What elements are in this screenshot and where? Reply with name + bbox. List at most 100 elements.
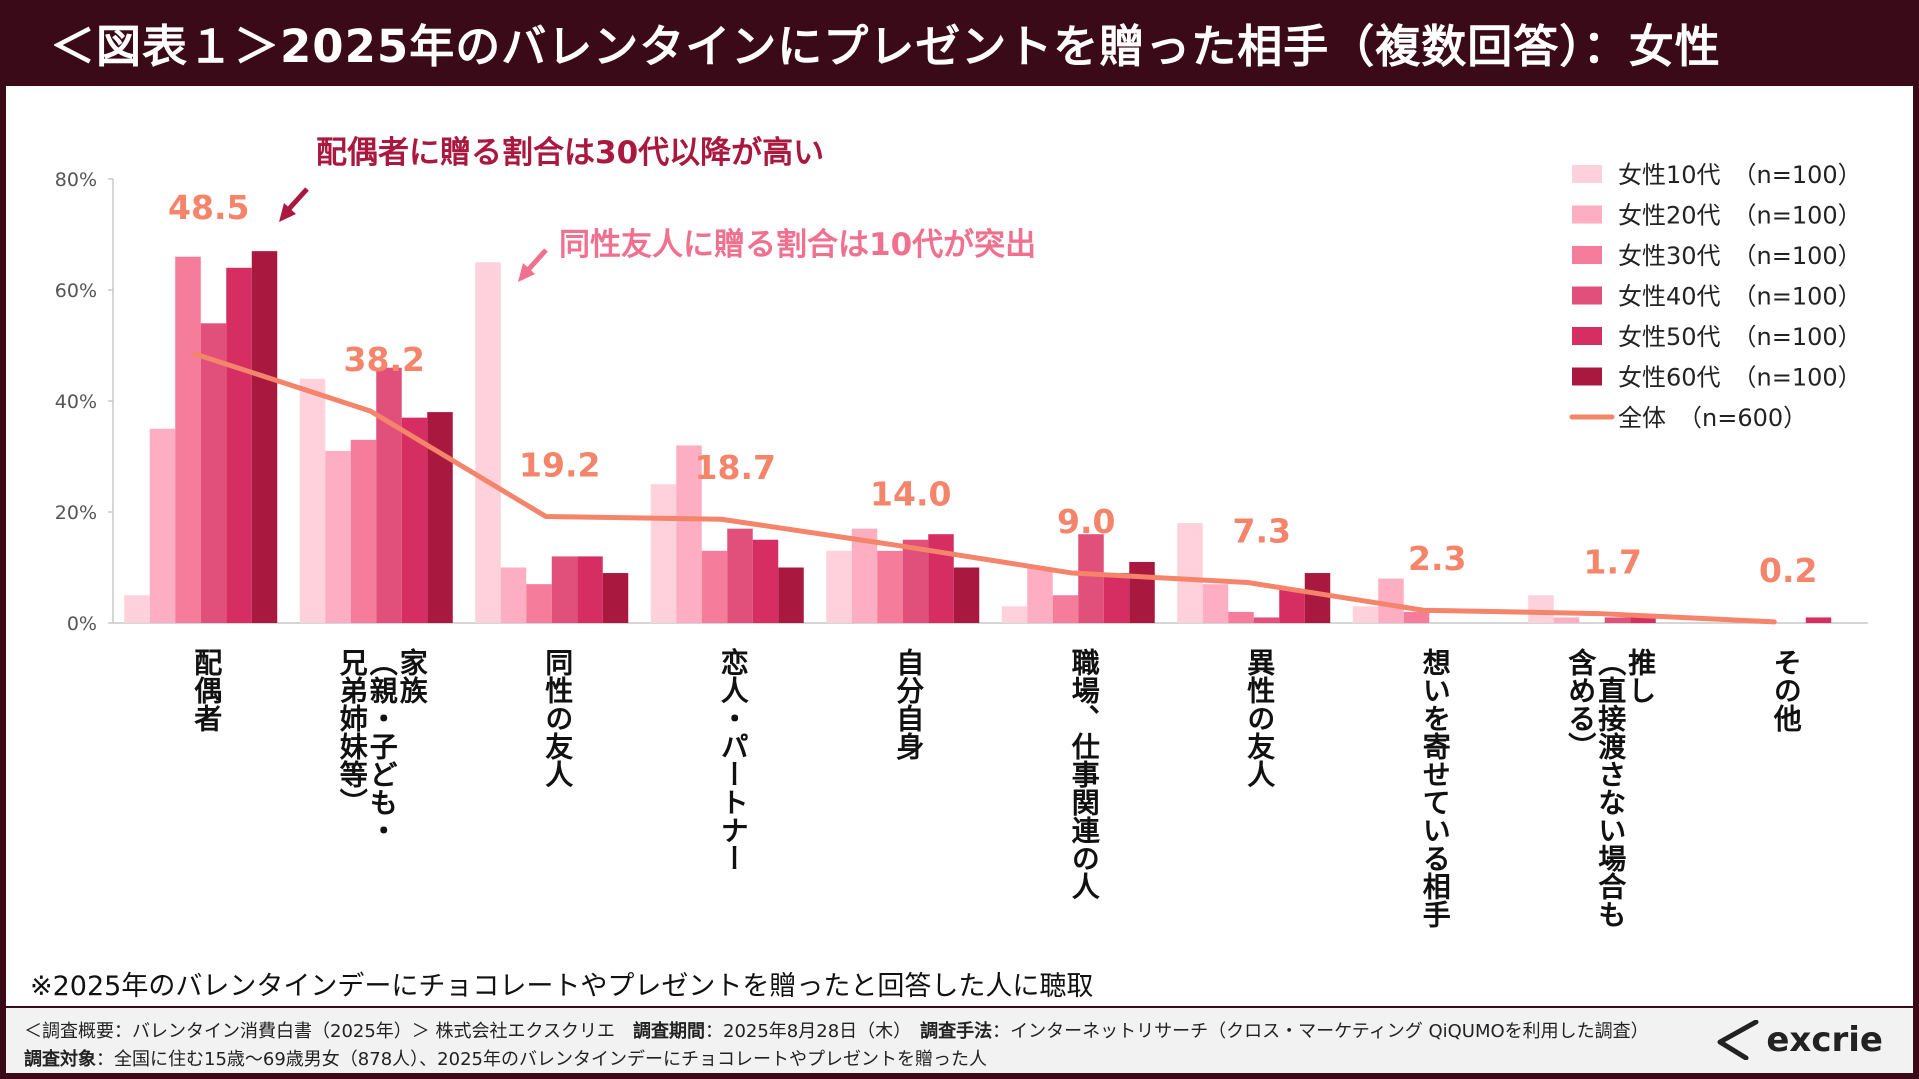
bar bbox=[299, 378, 326, 623]
bar bbox=[851, 528, 878, 623]
total-data-label: 7.3 bbox=[1233, 511, 1291, 550]
category-label: 配偶者 bbox=[190, 648, 223, 732]
category-label: 兄弟姉妹等） bbox=[336, 648, 369, 816]
annotation-spouse-arrow bbox=[286, 187, 309, 212]
header: ＜図表１＞2025年のバレンタインにプレゼントを贈った相手（複数回答）：女性 bbox=[0, 0, 1919, 84]
total-data-label: 19.2 bbox=[519, 445, 600, 484]
bar bbox=[1228, 611, 1254, 623]
total-data-label: 1.7 bbox=[1584, 543, 1642, 582]
bar bbox=[1177, 523, 1203, 623]
category-label: 推し bbox=[1624, 648, 1657, 704]
bar bbox=[1378, 578, 1404, 623]
bar bbox=[526, 584, 552, 623]
bar bbox=[1052, 595, 1079, 623]
bar bbox=[650, 484, 677, 623]
category-label: 同性の友人 bbox=[541, 648, 574, 788]
bar bbox=[1528, 595, 1554, 623]
total-data-label: 0.2 bbox=[1759, 551, 1817, 590]
total-data-label: 9.0 bbox=[1057, 502, 1115, 541]
legend-swatch bbox=[1572, 205, 1602, 224]
bar bbox=[1103, 573, 1130, 623]
category-label: （親・子ども・ bbox=[366, 648, 399, 844]
bar bbox=[1202, 584, 1229, 623]
bar bbox=[778, 567, 804, 623]
category-label: 恋人・パートナー bbox=[717, 647, 750, 872]
total-data-label: 18.7 bbox=[695, 448, 776, 487]
category-label: （直接渡さない場合も bbox=[1594, 648, 1627, 928]
legend-label: 女性40代 （n=100） bbox=[1618, 283, 1862, 311]
footer-survey-overview: ＜調査概要：バレンタイン消費白書（2025年）＞ 株式会社エクスクリエ bbox=[24, 1021, 633, 1042]
bar bbox=[577, 556, 603, 623]
y-tick-label: 20% bbox=[55, 502, 97, 524]
chart-panel: 0% 20% 40% 60% 80% 48.5 38.2 19.2 18.7 14.0 9.0 7.3… bbox=[6, 86, 1913, 1006]
bar bbox=[427, 412, 453, 623]
bar bbox=[727, 528, 753, 623]
footer-method-label: 調査手法 bbox=[920, 1021, 993, 1042]
legend-label: 女性60代 （n=100） bbox=[1618, 364, 1862, 392]
bar bbox=[1403, 611, 1430, 623]
legend-label: 女性30代 （n=100） bbox=[1618, 242, 1862, 270]
footer-method-value: ：インターネットリサーチ（クロス・マーケティング QiQUMOを利用した調査） bbox=[992, 1021, 1649, 1042]
y-tick-label: 0% bbox=[67, 613, 97, 635]
legend-swatch bbox=[1572, 367, 1602, 386]
bar bbox=[226, 267, 252, 623]
category-label: その他 bbox=[1770, 648, 1803, 732]
bar bbox=[1129, 561, 1155, 623]
annotation-friend: 同性友人に贈る割合は10代が突出 bbox=[559, 227, 1036, 263]
footer-period-label: 調査期間 bbox=[633, 1021, 705, 1042]
bar bbox=[1078, 534, 1104, 623]
bar bbox=[251, 251, 278, 623]
bar bbox=[376, 367, 402, 623]
bar bbox=[149, 428, 176, 623]
bar bbox=[1553, 617, 1580, 623]
y-tick-label: 80% bbox=[55, 169, 97, 191]
page-title: ＜図表１＞2025年のバレンタインにプレゼントを贈った相手（複数回答）：女性 bbox=[50, 20, 1721, 73]
bar bbox=[877, 550, 903, 623]
bar bbox=[752, 539, 779, 623]
legend-label: 女性20代 （n=100） bbox=[1618, 202, 1862, 230]
category-label: 異性の友人 bbox=[1243, 648, 1276, 788]
bar bbox=[475, 262, 501, 623]
bar bbox=[928, 534, 954, 623]
bar bbox=[1304, 573, 1331, 623]
total-data-label: 38.2 bbox=[344, 340, 425, 379]
bar bbox=[401, 417, 428, 623]
total-data-label: 14.0 bbox=[870, 474, 951, 513]
footer-period-value: ：2025年8月28日（木） bbox=[705, 1021, 921, 1042]
bar bbox=[124, 595, 150, 623]
bar bbox=[1630, 617, 1656, 623]
bar bbox=[350, 439, 377, 623]
bar bbox=[175, 256, 201, 623]
total-data-label: 48.5 bbox=[168, 188, 249, 227]
bar bbox=[1352, 606, 1379, 623]
legend-label: 女性10代 （n=100） bbox=[1618, 161, 1862, 189]
legend-swatch bbox=[1572, 246, 1602, 264]
y-tick-label: 60% bbox=[55, 280, 97, 302]
bar bbox=[551, 556, 578, 623]
bar bbox=[826, 550, 852, 623]
excrie-logo: excrie bbox=[1716, 1020, 1883, 1060]
bar bbox=[676, 445, 702, 623]
bar bbox=[500, 567, 527, 623]
category-label: 自分自身 bbox=[892, 648, 925, 761]
annotation-friend-arrow bbox=[526, 248, 548, 272]
bar bbox=[701, 550, 728, 623]
excrie-logo-icon bbox=[1717, 1020, 1759, 1060]
bar bbox=[200, 323, 227, 623]
footer-target-value: ：全国に住む15歳～69歳男女（878人）、2025年のバレンタインデーにチョコ… bbox=[96, 1049, 987, 1070]
annotation-friend-arrowhead bbox=[518, 263, 535, 282]
bar bbox=[325, 450, 351, 623]
category-label: 想いを寄せている相手 bbox=[1419, 648, 1452, 928]
footer: ＜調査概要：バレンタイン消費白書（2025年）＞ 株式会社エクスクリエ 調査期間… bbox=[6, 1008, 1913, 1073]
bar bbox=[902, 539, 929, 623]
category-label: 家族 bbox=[396, 647, 429, 705]
bar bbox=[1805, 617, 1832, 623]
legend-label: 女性50代 （n=100） bbox=[1618, 323, 1862, 351]
bar bbox=[1279, 589, 1305, 623]
bar bbox=[953, 567, 980, 623]
category-label: 含める） bbox=[1564, 647, 1597, 760]
footer-line-1: ＜調査概要：バレンタイン消費白書（2025年）＞ 株式会社エクスクリエ 調査期間… bbox=[24, 1017, 1649, 1043]
bar bbox=[1604, 617, 1631, 623]
legend-swatch bbox=[1572, 327, 1602, 345]
legend-label: 全体 （n=600） bbox=[1618, 404, 1807, 432]
